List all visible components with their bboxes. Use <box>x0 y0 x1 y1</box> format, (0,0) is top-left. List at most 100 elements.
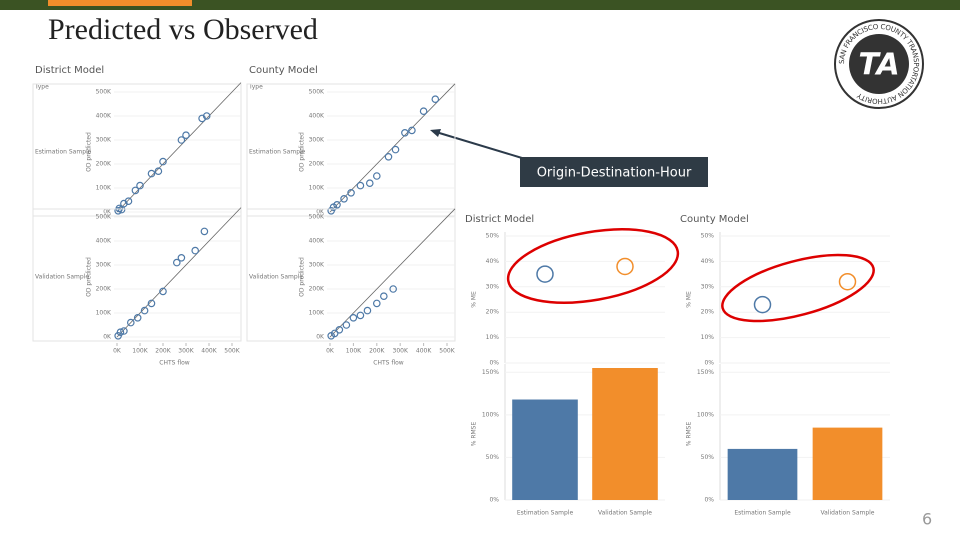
y-tick-label: 0% <box>489 360 499 367</box>
scatter-point <box>363 306 372 315</box>
y-tick-label: 100% <box>482 411 499 418</box>
y-axis-label: OD predicted <box>299 257 306 297</box>
scatter-point <box>202 112 211 120</box>
y-axis-label: % RMSE <box>471 422 478 447</box>
y-tick-label: 50% <box>486 454 500 461</box>
y-tick-label: 0% <box>489 497 499 504</box>
y-tick-label: 200K <box>96 286 112 293</box>
scatter-point <box>182 131 190 140</box>
scatter-point <box>380 292 388 301</box>
scatter-point <box>200 227 209 236</box>
x-tick-label: 0K <box>113 348 122 355</box>
x-tick-label: 400K <box>201 348 217 355</box>
y-tick-label: 400K <box>96 238 112 245</box>
accent-bar <box>48 0 192 6</box>
scatter-point <box>131 186 140 195</box>
x-tick-label: 200K <box>155 348 171 355</box>
y-tick-label: 0% <box>704 360 714 367</box>
reference-line <box>329 208 456 338</box>
scatter-point <box>333 201 341 209</box>
y-tick-label: 200K <box>309 286 325 293</box>
logo: SAN FRANCISCO COUNTY TRANSPORTATION AUTH… <box>834 19 924 109</box>
scatter-point <box>372 172 381 180</box>
scatter-point <box>177 136 186 144</box>
scatter-point <box>356 181 365 190</box>
x-tick-label: 500K <box>439 348 455 355</box>
y-tick-label: 100K <box>96 185 112 192</box>
y-tick-label: 0% <box>704 497 714 504</box>
scatter-point <box>401 129 409 137</box>
scatter-point <box>116 328 125 337</box>
scatter-point <box>173 258 181 267</box>
scatter-point <box>191 246 200 255</box>
panel-frame <box>32 208 242 342</box>
callout-text: Origin-Destination-Hour <box>537 166 692 181</box>
legend-title: Type <box>248 84 263 91</box>
panel-frame <box>246 208 456 342</box>
x-tick-label: 400K <box>416 348 432 355</box>
top-bar <box>0 0 960 10</box>
y-tick-label: 400K <box>309 238 325 245</box>
x-axis-label: CHTS flow <box>159 360 190 367</box>
scatter-point <box>372 299 381 308</box>
dot <box>753 295 772 314</box>
scatter-point <box>154 167 163 176</box>
y-axis-label: % ME <box>686 291 693 308</box>
y-tick-label: 300K <box>96 262 112 269</box>
scatter-point <box>347 189 355 197</box>
chart-title: District Model <box>465 214 534 225</box>
y-tick-label: 150% <box>482 369 499 376</box>
chart-title: County Model <box>680 214 749 225</box>
x-tick-label: 100K <box>132 348 148 355</box>
dot <box>536 265 554 283</box>
y-tick-label: 10% <box>486 334 500 341</box>
scatter-point <box>349 313 358 322</box>
x-tick-label: 200K <box>369 348 385 355</box>
scatter-point <box>340 195 348 203</box>
bar <box>512 399 578 500</box>
highlight-ellipse <box>506 228 680 304</box>
scatter-point <box>408 126 416 135</box>
y-tick-label: 30% <box>486 283 500 290</box>
x-tick-label: 300K <box>393 348 409 355</box>
scatter-point <box>389 285 397 293</box>
y-tick-label: 300K <box>309 137 325 144</box>
x-tick-label: 100K <box>346 348 362 355</box>
page-number: 6 <box>922 510 932 529</box>
x-tick-label: Estimation Sample <box>734 510 791 517</box>
y-tick-label: 50% <box>701 233 715 240</box>
y-tick-label: 200K <box>309 161 325 168</box>
scatter-point <box>391 145 400 154</box>
scatter-point <box>365 179 374 188</box>
y-axis-label: % ME <box>471 291 478 308</box>
scatter-point <box>335 325 344 334</box>
y-axis-label: OD predicted <box>86 132 93 172</box>
x-tick-label: Estimation Sample <box>517 510 574 517</box>
scatter-point <box>147 299 156 308</box>
chart-title: District Model <box>35 65 104 76</box>
y-tick-label: 150% <box>697 369 714 376</box>
scatter-point <box>356 311 365 320</box>
scatter-point <box>124 197 133 206</box>
logo-mark: TA <box>858 48 899 83</box>
y-tick-label: 100K <box>309 310 325 317</box>
highlight-ellipse <box>721 253 875 323</box>
panel-label: Validation Sample <box>249 274 303 281</box>
y-tick-label: 20% <box>701 309 715 316</box>
legend-title: Type <box>34 84 49 91</box>
callout-arrow <box>435 131 523 159</box>
x-tick-label: Validation Sample <box>598 510 652 517</box>
panel-frame <box>32 83 242 217</box>
y-tick-label: 300K <box>96 137 112 144</box>
x-tick-label: 300K <box>178 348 194 355</box>
y-tick-label: 400K <box>309 113 325 120</box>
x-tick-label: 500K <box>224 348 240 355</box>
scatter-point <box>342 321 351 329</box>
y-tick-label: 40% <box>486 258 500 265</box>
scatter-point <box>419 107 428 116</box>
y-tick-label: 500K <box>309 89 325 96</box>
bar <box>812 427 883 500</box>
arrow-head <box>430 129 441 137</box>
scatter-point <box>147 169 156 178</box>
